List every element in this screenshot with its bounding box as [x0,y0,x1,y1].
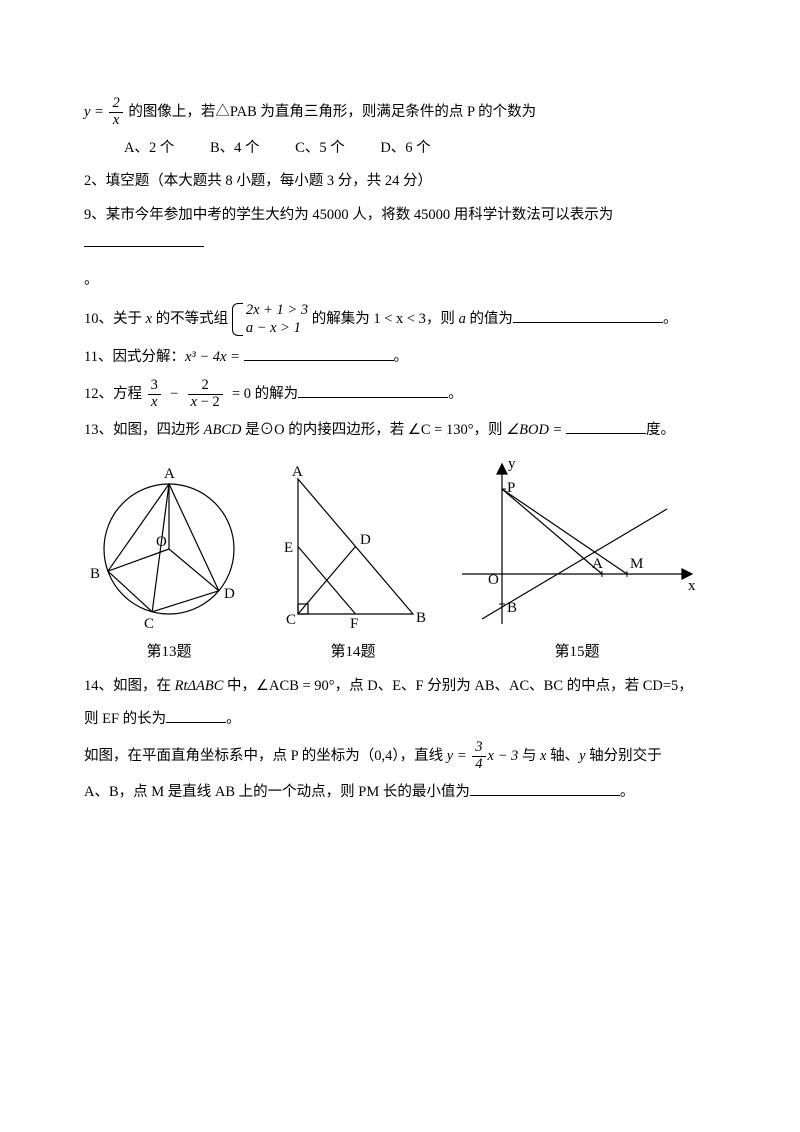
lbl-A14: A [292,464,303,480]
figure-15-svg: O x y P A M B [452,454,702,634]
lbl-D: D [224,586,235,602]
lbl-M: M [630,556,643,572]
q10-after-sys: 的解集为 [312,311,374,327]
lbl-B14: B [416,610,426,626]
q13-unit: 度。 [646,422,675,438]
q15p-and: 轴、 [546,748,579,764]
figures-row: A B C D O 第13题 A B [84,454,722,667]
lbl-C: C [144,616,154,632]
q10-pre: 10、关于 [84,311,146,327]
question-15p-line2: A、B，点 M 是直线 AB 上的一个动点，则 PM 长的最小值为 。 [84,779,722,807]
sys-line2: a − x > 1 [246,319,308,338]
question-12: 12、方程 3x − 2x − 2 = 0 的解为 。 [84,378,722,411]
q15p-line2: A、B，点 M 是直线 AB 上的一个动点，则 PM 长的最小值为 [84,784,470,800]
q14-blank[interactable] [166,708,226,724]
option-a[interactable]: A、2 个 [124,135,174,163]
q13-abcd: ABCD [204,422,242,438]
figure-14: A B C E D F 第14题 [278,464,428,667]
option-c[interactable]: C、5 个 [295,135,345,163]
q13-pre: 13、如图，四边形 [84,422,204,438]
fig13-caption: 第13题 [146,638,191,667]
q15p-eqn: y = 34x − 3 [447,748,522,764]
q9-blank[interactable] [84,231,204,247]
q14-rt: RtΔABC [175,678,224,694]
sys-line1: 2x + 1 > 3 [246,301,308,320]
q11-period: 。 [394,349,409,365]
lbl-P: P [507,480,515,496]
q14-mid1: 中， [223,678,256,694]
fig15-caption: 第15题 [554,638,599,667]
option-d[interactable]: D、6 个 [380,135,430,163]
question-8-continuation: y = 2x 的图像上，若△PAB 为直角三角形，则满足条件的点 P 的个数为 [84,96,722,129]
q8-options: A、2 个 B、4 个 C、5 个 D、6 个 [84,135,722,163]
figure-15: O x y P A M B 第15题 [452,454,702,667]
q11-pre: 11、因式分解： [84,349,185,365]
q10-blank[interactable] [513,307,663,323]
question-9: 9、某市今年参加中考的学生大约为 45000 人，将数 45000 用科学计数法… [84,202,722,257]
fig14-caption: 第14题 [330,638,375,667]
inequality-system: 2x + 1 > 3 a − x > 1 [232,301,308,339]
q13-blank[interactable] [566,418,646,434]
q15p-period: 。 [620,784,635,800]
q12-tail: 的解为 [255,386,299,402]
question-13: 13、如图，四边形 ABCD 是⊙O 的内接四边形，若 ∠C = 130°，则 … [84,417,722,445]
q10-mid2: 的不等式组 [152,311,232,327]
q9-text: 9、某市今年参加中考的学生大约为 45000 人，将数 45000 用科学计数法… [84,207,613,223]
q14-line2pre: 则 EF 的长为 [84,711,166,727]
q12-pre: 12、方程 [84,386,146,402]
q15p-tail2: 轴分别交于 [586,748,662,764]
q12-period: 。 [448,386,463,402]
q10-range: 1 < x < 3 [373,311,426,327]
q15p-blank[interactable] [470,780,620,796]
lbl-O: O [156,534,167,550]
question-14: 14、如图，在 RtΔABC 中，∠ACB = 90°，点 D、E、F 分别为 … [84,673,722,701]
lbl-C14: C [286,612,296,628]
q14-pre: 14、如图，在 [84,678,175,694]
question-14-line2: 则 EF 的长为 。 [84,706,722,734]
q8c-text: 的图像上，若△PAB 为直角三角形，则满足条件的点 P 的个数为 [128,104,536,120]
q15p-pre: 如图，在平面直角坐标系中，点 P 的坐标为（0,4），直线 [84,748,447,764]
q14-ang: ∠ACB = 90° [256,678,335,694]
lbl-B: B [90,566,100,582]
q11-expr: x³ − 4x = [185,349,244,365]
figure-14-svg: A B C E D F [278,464,428,634]
question-11: 11、因式分解：x³ − 4x = 。 [84,344,722,372]
q13-mid2: ，则 [474,422,507,438]
q13-angBOD: ∠BOD = [506,422,566,438]
q11-blank[interactable] [244,346,394,362]
q13-mid1: 是⊙O 的内接四边形，若 [241,422,407,438]
q10-tail: 的值为 [466,311,513,327]
figure-13-svg: A B C D O [84,464,254,634]
q10-after-range: ，则 [426,311,459,327]
q14-period: 。 [226,711,241,727]
question-15p: 如图，在平面直角坐标系中，点 P 的坐标为（0,4），直线 y = 34x − … [84,740,722,773]
q15p-tail: 与 [522,748,540,764]
q12-eqn: 3x − 2x − 2 = 0 [146,386,255,402]
lbl-y: y [508,456,516,472]
q13-angC: ∠C = 130° [408,422,474,438]
lbl-A: A [164,466,175,482]
q12-blank[interactable] [298,382,448,398]
q10-period: 。 [663,311,678,327]
lbl-F14: F [350,616,358,632]
q10-a: a [459,311,466,327]
lbl-B15: B [507,600,517,616]
section-2-heading: 2、填空题（本大题共 8 小题，每小题 3 分，共 24 分） [84,168,722,196]
lbl-O15: O [488,572,499,588]
q9-period: 。 [84,267,722,295]
option-b[interactable]: B、4 个 [210,135,260,163]
lbl-x: x [688,578,696,594]
figure-13: A B C D O 第13题 [84,464,254,667]
lbl-E14: E [284,540,293,556]
question-10: 10、关于 x 的不等式组 2x + 1 > 3 a − x > 1 的解集为 … [84,301,722,339]
eqn-y-eq-2-over-x: y = 2x [84,104,128,120]
lbl-A15: A [592,556,603,572]
lbl-D14: D [360,532,371,548]
q14-mid2: ，点 D、E、F 分别为 AB、AC、BC 的中点，若 CD=5， [335,678,693,694]
